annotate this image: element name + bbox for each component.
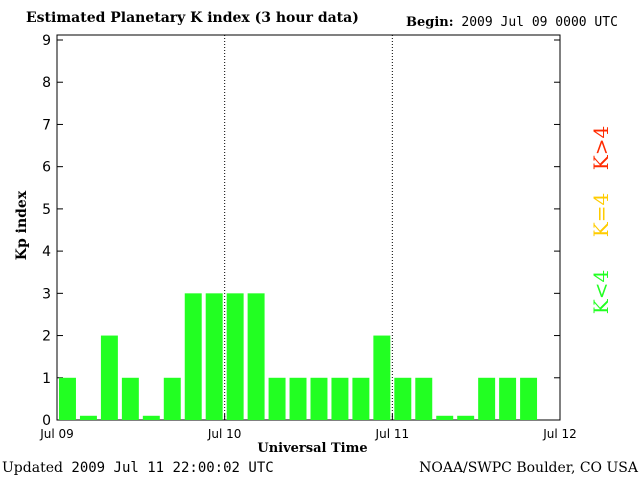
kp-bar (310, 377, 328, 420)
legend-high: K>4 (589, 126, 613, 170)
x-tick-label: Jul 11 (375, 427, 410, 441)
kp-bar (289, 377, 307, 420)
kp-bar (457, 415, 475, 420)
y-tick-label: 0 (42, 413, 51, 429)
y-axis-label: Kp index (14, 190, 30, 260)
kp-bar (520, 377, 538, 420)
begin-label: Begin: (406, 15, 454, 30)
kp-bar (436, 415, 454, 420)
y-tick-label: 8 (42, 75, 51, 91)
kp-bar (499, 377, 517, 420)
kp-bar (268, 377, 286, 420)
kp-bar (59, 377, 76, 420)
kp-bar (226, 293, 244, 420)
x-tick-label: Jul 09 (39, 427, 74, 441)
updated-value: 2009 Jul 11 22:00:02 UTC (71, 460, 274, 476)
updated-label: Updated (2, 460, 63, 476)
y-tick-label: 1 (42, 371, 51, 387)
kp-bar (205, 293, 223, 420)
kp-bar (415, 377, 433, 420)
chart-title: Estimated Planetary K index (3 hour data… (26, 10, 359, 26)
kp-bar (352, 377, 370, 420)
y-tick-label: 9 (42, 33, 51, 49)
kp-bar (142, 415, 160, 420)
x-tick-label: Jul 10 (207, 427, 242, 441)
kp-bar (247, 293, 265, 420)
y-tick-label: 4 (42, 244, 51, 260)
y-tick-label: 6 (42, 160, 51, 176)
legend-low: K<4 (589, 270, 613, 314)
y-tick-label: 7 (42, 117, 51, 133)
kp-bar (121, 377, 139, 420)
kp-bar (79, 415, 97, 420)
legend-equal: K=4 (589, 193, 613, 237)
x-axis-label: Universal Time (257, 441, 367, 456)
y-tick-label: 3 (42, 286, 51, 302)
x-tick-label: Jul 12 (542, 427, 577, 441)
begin-timestamp: Begin: 2009 Jul 09 0000 UTC (406, 15, 618, 30)
kp-bar (478, 377, 496, 420)
begin-value: 2009 Jul 09 0000 UTC (461, 15, 618, 30)
kp-bar (100, 335, 118, 420)
y-tick-label: 2 (42, 329, 51, 345)
kp-bar (331, 377, 349, 420)
kp-bar (184, 293, 202, 420)
kp-bar (163, 377, 181, 420)
plot-frame (56, 34, 561, 421)
source-credit: NOAA/SWPC Boulder, CO USA (419, 460, 638, 476)
kp-bar (373, 335, 391, 420)
updated-timestamp: Updated 2009 Jul 11 22:00:02 UTC (2, 460, 274, 476)
y-tick-label: 5 (42, 202, 51, 218)
kp-bar (394, 377, 412, 420)
